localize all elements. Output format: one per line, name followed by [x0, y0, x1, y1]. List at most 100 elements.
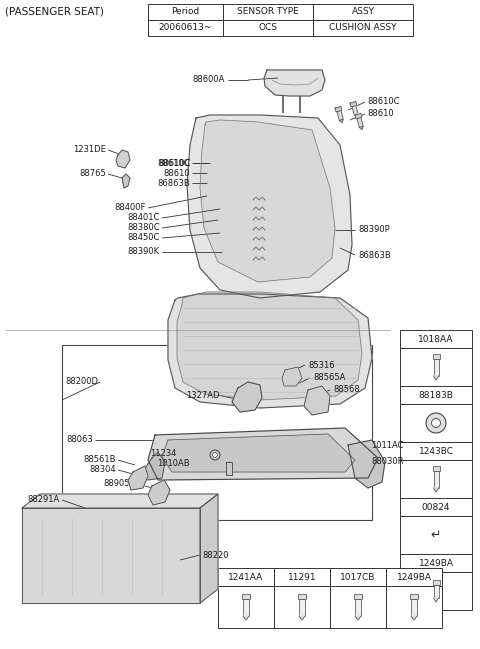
Bar [433, 359, 439, 376]
Polygon shape [352, 106, 358, 116]
Bar [432, 354, 440, 359]
Text: 88568: 88568 [333, 386, 360, 395]
Bar [243, 599, 249, 616]
Polygon shape [148, 428, 378, 480]
Text: 88291A: 88291A [28, 495, 60, 504]
Circle shape [210, 450, 220, 460]
Text: 88220: 88220 [202, 550, 228, 559]
Text: 88390K: 88390K [128, 247, 160, 256]
Bar [432, 466, 440, 471]
Polygon shape [22, 508, 200, 603]
Polygon shape [128, 466, 148, 490]
Bar [62, 345, 372, 520]
Polygon shape [148, 480, 170, 505]
Polygon shape [360, 127, 363, 130]
Bar [354, 594, 362, 599]
Text: 88400F: 88400F [115, 204, 146, 212]
Text: 88380C: 88380C [127, 223, 160, 232]
Text: 88183B: 88183B [419, 391, 454, 400]
Text: 1011AC: 1011AC [371, 441, 404, 450]
Text: ↵: ↵ [431, 528, 441, 541]
Bar [330, 568, 386, 586]
Text: 11291: 11291 [288, 572, 316, 582]
Polygon shape [232, 382, 262, 412]
Bar [148, 4, 223, 20]
Bar [410, 594, 418, 599]
Bar [432, 580, 440, 585]
Text: 88030R: 88030R [371, 458, 404, 467]
Bar [313, 20, 413, 36]
Bar [400, 442, 472, 460]
Polygon shape [168, 294, 372, 408]
Polygon shape [411, 616, 417, 620]
Text: 88905A: 88905A [104, 480, 136, 489]
Text: 88401C: 88401C [128, 214, 160, 223]
Polygon shape [354, 114, 358, 117]
Text: 88610C: 88610C [158, 158, 191, 167]
Bar [400, 516, 472, 554]
Text: 20060613~: 20060613~ [159, 23, 212, 32]
Polygon shape [433, 376, 439, 380]
Bar [411, 599, 417, 616]
Text: 88610C: 88610C [157, 158, 190, 167]
Text: 85316: 85316 [308, 360, 335, 369]
Bar [223, 4, 313, 20]
Polygon shape [357, 117, 363, 127]
Bar [400, 572, 472, 610]
Text: 1231DE: 1231DE [73, 145, 106, 154]
Text: 1241AA: 1241AA [228, 572, 264, 582]
Bar [242, 594, 250, 599]
Text: 88450C: 88450C [128, 234, 160, 243]
Text: 88390P: 88390P [358, 225, 390, 234]
Text: 88600A: 88600A [192, 75, 225, 84]
Text: Period: Period [171, 8, 200, 16]
Bar [148, 20, 223, 36]
Polygon shape [226, 462, 232, 475]
Bar [400, 554, 472, 572]
Bar [218, 586, 274, 628]
Bar [400, 460, 472, 498]
Text: 1010AB: 1010AB [157, 459, 190, 469]
Polygon shape [116, 150, 130, 168]
Bar [274, 568, 330, 586]
Bar [223, 20, 313, 36]
Circle shape [426, 413, 446, 433]
Bar [433, 471, 439, 488]
Bar [313, 4, 413, 20]
Polygon shape [282, 367, 302, 386]
Text: 86863B: 86863B [157, 178, 190, 188]
Text: 88063: 88063 [66, 435, 93, 445]
Text: 86863B: 86863B [358, 251, 391, 260]
Text: SENSOR TYPE: SENSOR TYPE [237, 8, 299, 16]
Bar [26, 512, 196, 599]
Text: 1017CB: 1017CB [340, 572, 376, 582]
Text: 88610: 88610 [163, 169, 190, 177]
Text: 1018AA: 1018AA [418, 334, 454, 343]
Polygon shape [348, 440, 385, 488]
Text: 88200D: 88200D [65, 378, 98, 387]
Polygon shape [355, 616, 361, 620]
Bar [274, 586, 330, 628]
Text: 1249BA: 1249BA [396, 572, 432, 582]
Bar [400, 386, 472, 404]
Polygon shape [339, 119, 343, 123]
Polygon shape [299, 616, 305, 620]
Bar [355, 599, 361, 616]
Polygon shape [433, 598, 439, 602]
Polygon shape [162, 434, 355, 472]
Bar [386, 568, 442, 586]
Polygon shape [22, 494, 218, 508]
Bar [299, 599, 305, 616]
Polygon shape [122, 174, 130, 188]
Text: 11234: 11234 [150, 448, 176, 458]
Text: (PASSENGER SEAT): (PASSENGER SEAT) [5, 6, 104, 16]
Text: 88610: 88610 [367, 110, 394, 119]
Text: CUSHION ASSY: CUSHION ASSY [329, 23, 397, 32]
Text: 88765: 88765 [79, 169, 106, 178]
Text: 88304: 88304 [89, 465, 116, 474]
Polygon shape [243, 616, 249, 620]
Bar [400, 330, 472, 348]
Polygon shape [264, 70, 325, 96]
Text: 88610C: 88610C [367, 97, 399, 106]
Bar [218, 568, 274, 586]
